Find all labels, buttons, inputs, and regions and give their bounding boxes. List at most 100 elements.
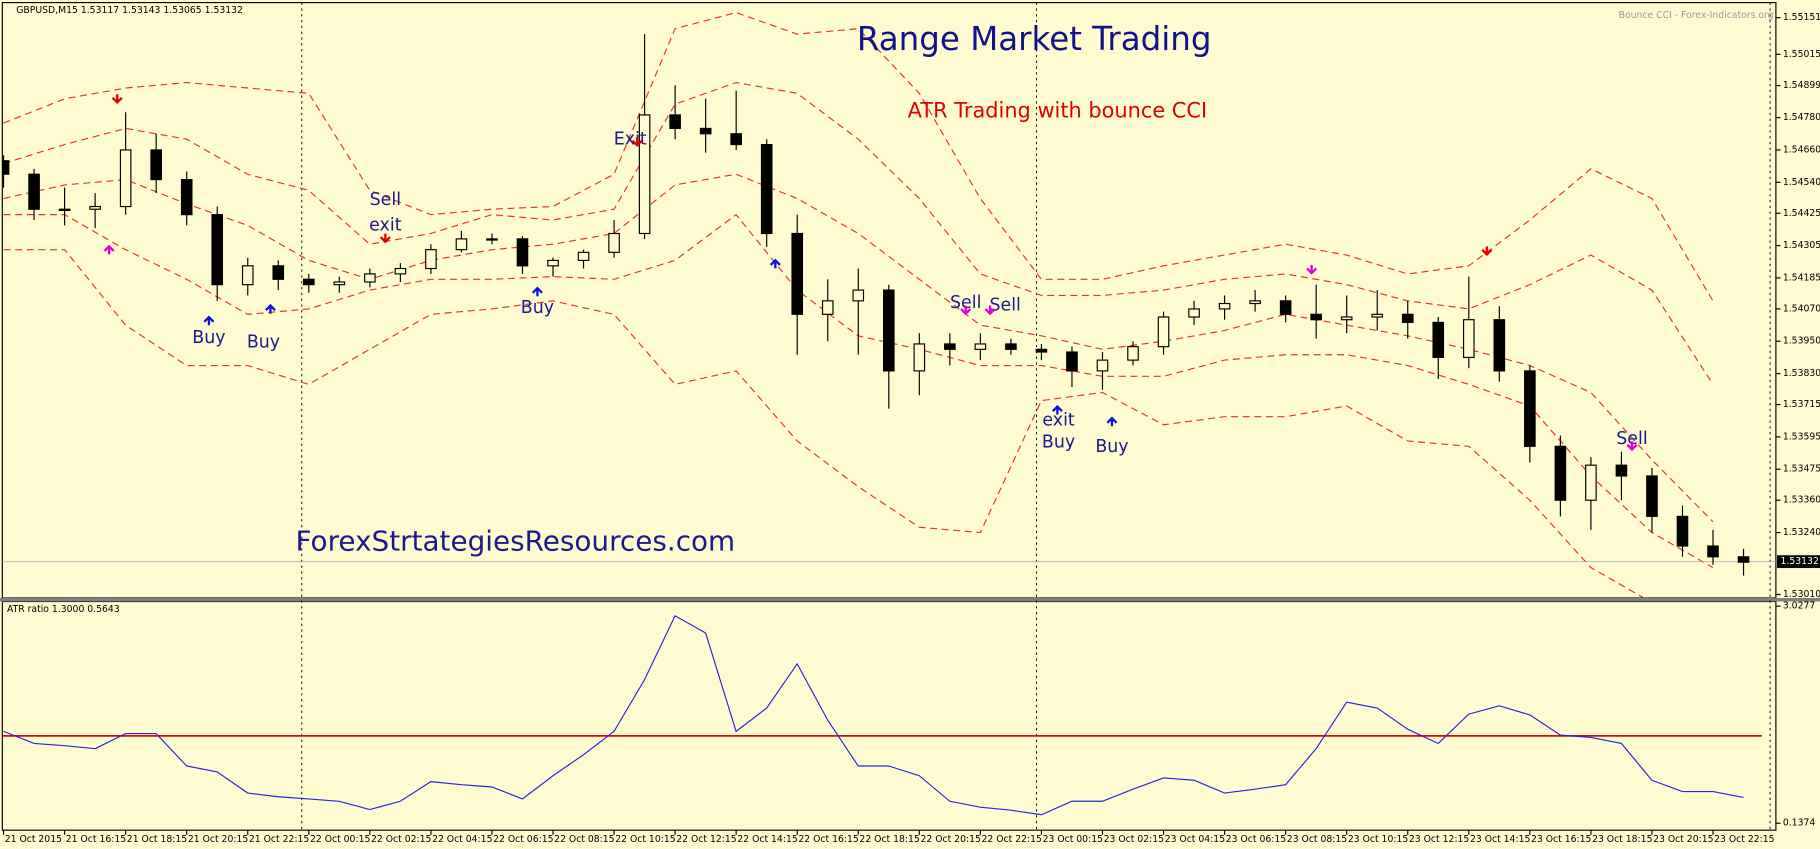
signal-annotation: Buy [247,333,280,353]
candle-body [1035,348,1048,353]
candle-body [272,265,285,280]
signal-arrow [984,305,996,316]
y-tick-label: 1.54425 [1783,208,1820,219]
x-tick-label: 22 Oct 12:15 [676,834,737,845]
x-tick-label: 23 Oct 22:15 [1714,834,1775,845]
candle-body [394,267,407,275]
last-price-label: 1.53132 [1781,556,1819,567]
candle-body [730,133,742,146]
candle-body [852,289,865,302]
signal-arrow [1306,264,1318,275]
x-tick-label: 21 Oct 16:15 [66,834,127,845]
candle-body [944,343,956,350]
x-tick-label: 21 Oct 20:15 [188,834,249,845]
signal-arrow [1481,246,1493,257]
y-tick-label: 1.54540 [1783,177,1820,188]
y-tick-label: 1.53010 [1783,589,1820,600]
candle-body [1340,316,1353,321]
candle-body [974,343,987,350]
candle-body [1462,319,1475,359]
x-tick-label: 23 Oct 08:15 [1287,834,1348,845]
candle-body [180,179,193,216]
candle-body [638,114,651,235]
x-tick-label: 23 Oct 10:15 [1348,834,1409,845]
x-tick-label: 23 Oct 00:15 [1043,834,1104,845]
band-line [3,81,1714,385]
y-tick-label: 3.0277 [1783,601,1816,612]
x-tick-label: 21 Oct 2015 [5,834,62,845]
x-tick-label: 23 Oct 02:15 [1104,834,1165,845]
signal-annotation: Buy [1095,437,1128,457]
x-tick-label: 22 Oct 04:15 [432,834,493,845]
signal-arrow [631,137,643,147]
x-tick-label: 23 Oct 12:15 [1409,834,1470,845]
candle-body [425,249,437,270]
candle-body [1096,359,1109,372]
signal-arrow [264,303,276,314]
candle-body [1524,370,1536,447]
x-tick-label: 23 Oct 16:15 [1531,834,1592,845]
x-tick-label: 22 Oct 22:15 [982,834,1043,845]
y-tick-label: 1.53595 [1783,431,1820,442]
signal-annotation: Sell [950,293,981,313]
candle-body [669,114,681,129]
watermark: ForexStrtategiesResources.com [296,524,736,557]
y-tick-label: 1.54660 [1783,144,1820,155]
signal-arrow [103,244,115,255]
candle-body [241,265,254,286]
y-tick-label: 1.53830 [1783,368,1820,379]
x-tick-label: 23 Oct 20:15 [1653,834,1714,845]
signal-arrow [960,305,972,316]
candle-body [1066,351,1078,372]
chart-subtitle: ATR Trading with bounce CCI [908,99,1207,123]
main-plot [2,11,1776,599]
x-tick-label: 22 Oct 00:15 [310,834,371,845]
candle-body [547,259,559,267]
y-tick-label: 1.53240 [1783,527,1820,538]
x-tick-label: 22 Oct 08:15 [554,834,615,845]
x-tick-label: 22 Oct 02:15 [371,834,432,845]
candle-body [211,214,224,286]
candle-body [1279,300,1292,315]
y-tick-label: 1.55151 [1783,12,1820,23]
candle-body [89,205,101,210]
signal-annotation: Sell [989,296,1020,316]
candle-body [913,343,926,372]
candle-body [791,232,804,315]
candle-body [28,173,40,210]
signal-arrow [203,315,215,326]
signal-annotation: Exit [614,130,647,150]
candle-body [1218,302,1231,310]
signal-annotation: Buy [1042,432,1075,452]
band-line [3,11,1714,302]
lower-plot [2,614,1762,816]
candle-body [119,149,132,208]
x-tick-label: 21 Oct 18:15 [127,834,188,845]
axes: 1.55151 1.55015 1.54899 1.54780 1.54660 1.545… [2,12,1820,845]
signal-arrow [1626,441,1638,452]
candle-body [455,238,468,251]
signal-arrow [1051,404,1063,415]
candle-body [1188,308,1200,318]
y-tick-label: 1.53360 [1783,495,1820,506]
symbol-label: GBPUSD,M15 1.53117 1.53143 1.53065 1.531… [16,5,243,16]
x-tick-label: 22 Oct 10:15 [615,834,676,845]
candle-body [1493,319,1506,372]
candle-body [364,273,376,283]
candle-body [1646,475,1658,517]
candle-body [1005,343,1017,350]
y-tick-label: 1.54899 [1783,80,1820,91]
y-tick-label: 1.54185 [1783,272,1820,283]
signal-annotation: Buy [521,298,554,318]
candle-body [821,300,834,315]
candle-body [1707,545,1719,558]
x-tick-label: 23 Oct 18:15 [1592,834,1653,845]
indicator-caption: ATR ratio 1.3000 0.5643 [7,604,120,615]
candle-body [882,289,895,372]
signal-arrow [531,286,543,297]
candle-body [2,160,10,175]
signal-arrow [111,94,123,105]
